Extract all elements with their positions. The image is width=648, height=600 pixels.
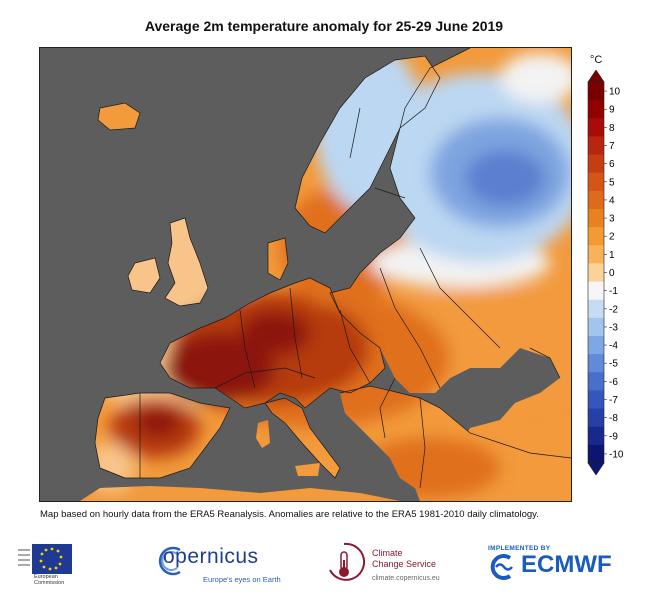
colorbar-tick-label: 9 <box>609 105 615 116</box>
colorbar-swatch <box>588 82 604 101</box>
c3s-thermometer-icon <box>329 542 366 581</box>
colorbar-swatch <box>588 227 604 246</box>
colorbar-tick-label: 8 <box>609 123 615 134</box>
anomaly-map <box>39 47 572 502</box>
colorbar-tick-label: 1 <box>609 250 615 261</box>
copernicus-logo-icon <box>158 546 181 576</box>
colorbar-tick-label: -10 <box>609 449 624 460</box>
colorbar-tick-label: -9 <box>609 431 618 442</box>
colorbar-tick-label: -3 <box>609 322 618 333</box>
colorbar-tick-label: 6 <box>609 159 615 170</box>
europe-map-svg <box>40 48 571 501</box>
colorbar-tick-label: -4 <box>609 341 618 352</box>
colorbar-swatch <box>588 444 604 464</box>
country-borders <box>94 48 571 489</box>
colorbar-swatch <box>588 426 604 446</box>
colorbar-swatch <box>588 118 604 137</box>
colorbar-swatch <box>588 336 604 355</box>
colorbar-swatch <box>588 281 604 301</box>
eu-label: European Commission <box>34 574 65 586</box>
colorbar-swatch <box>588 190 604 210</box>
colorbar-swatch <box>588 172 604 192</box>
colorbar-swatch <box>588 209 604 228</box>
colorbar-swatch <box>588 136 604 156</box>
colorbar-swatch <box>588 154 604 174</box>
map-caption: Map based on hourly data from the ERA5 R… <box>40 509 539 520</box>
colorbar-swatch <box>588 245 604 264</box>
colorbar-swatch <box>588 317 604 337</box>
colorbar-swatch <box>588 408 604 428</box>
colorbar-swatch <box>588 100 604 119</box>
colorbar-tick-label: -2 <box>609 304 618 315</box>
ecmwf-implemented-label: IMPLEMENTED BY <box>488 545 551 552</box>
colorbar-tick-label: -5 <box>609 359 618 370</box>
colorbar-swatch <box>588 354 604 373</box>
colorbar-max-arrow <box>587 70 605 83</box>
colorbar-tick-label: 0 <box>609 268 615 279</box>
c3s-label-line1: Climate <box>372 548 403 558</box>
eu-flag-icon <box>18 544 72 574</box>
colorbar-tick-label: -8 <box>609 413 618 424</box>
copernicus-tagline: Europe's eyes on Earth <box>203 575 281 584</box>
colorbar-swatch <box>588 299 604 319</box>
ecmwf-wordmark: ECMWF <box>521 551 612 578</box>
c3s-url: climate.copernicus.eu <box>372 575 440 582</box>
colorbar-unit: °C <box>590 54 603 66</box>
logo-strip: European Commission opernicus Europe's ey… <box>0 532 648 600</box>
colorbar-tick-label: -7 <box>609 395 618 406</box>
colorbar-tick-label: 3 <box>609 214 615 225</box>
colorbar-tick-label: 5 <box>609 177 615 188</box>
ecmwf-logo-icon <box>490 554 513 580</box>
colorbar-tick-label: -1 <box>609 286 618 297</box>
c3s-label-line2: Change Service <box>372 559 437 569</box>
colorbar-swatch <box>588 390 604 410</box>
colorbar-swatch <box>588 263 604 283</box>
copernicus-wordmark: opernicus <box>163 545 259 568</box>
colorbar-tick-label: 4 <box>609 195 615 206</box>
colorbar-tick-label: 2 <box>609 232 615 243</box>
colorbar-tick-label: -6 <box>609 377 618 388</box>
colorbar-swatch <box>588 372 604 391</box>
colorbar-min-arrow <box>587 462 605 475</box>
map-title: Average 2m temperature anomaly for 25-29… <box>144 18 504 34</box>
colorbar-tick-label: 10 <box>609 87 621 98</box>
colorbar-tick-label: 7 <box>609 141 615 152</box>
